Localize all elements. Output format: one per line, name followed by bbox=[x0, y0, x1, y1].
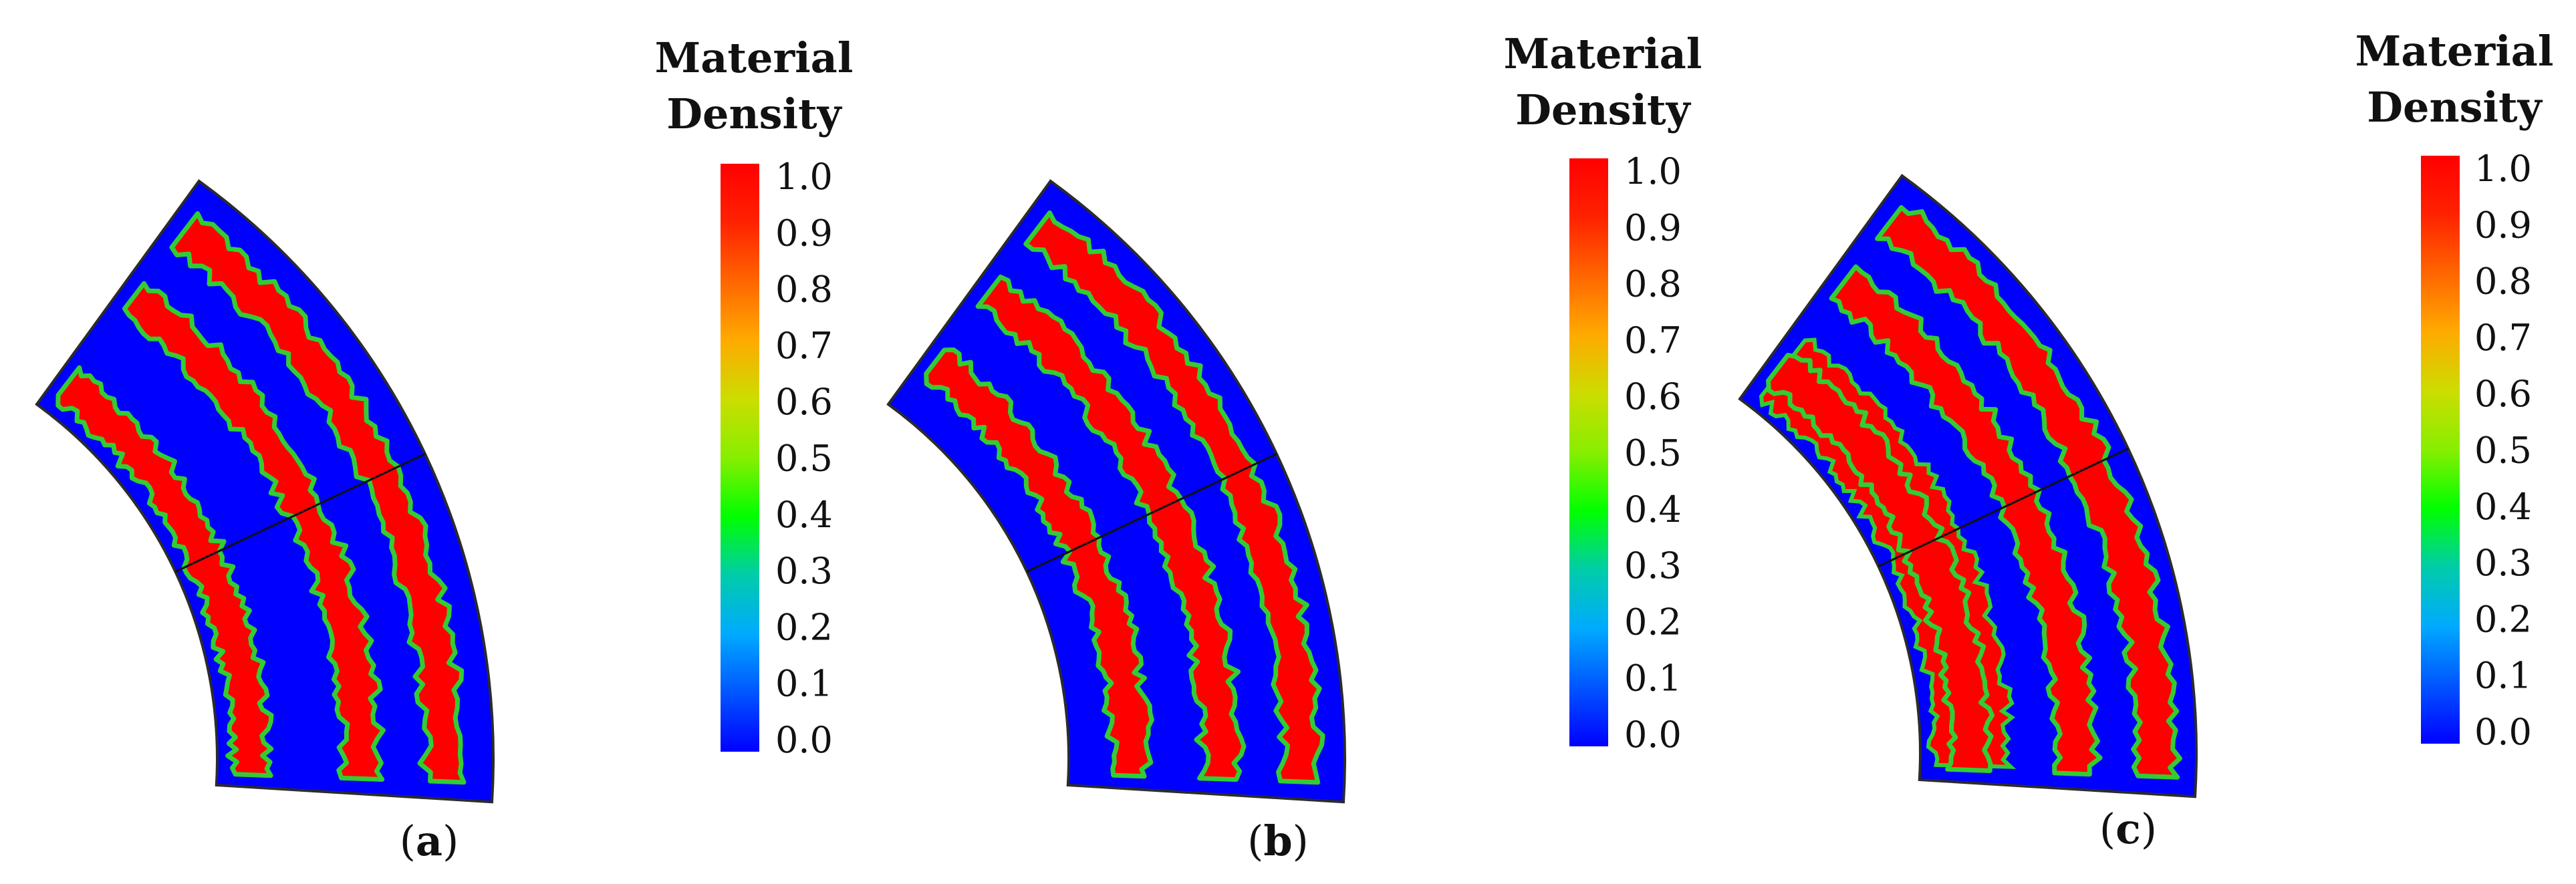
panel-b-caption-close: ) bbox=[1293, 817, 1309, 865]
panel-a-caption: (a) bbox=[400, 817, 459, 865]
solid-band bbox=[1023, 210, 1325, 785]
sector-outline bbox=[886, 179, 1346, 804]
solid-band bbox=[122, 281, 386, 782]
sector-void-region bbox=[888, 180, 1345, 802]
sector-outline bbox=[35, 179, 495, 804]
panel-a-legend-title-line2: Density bbox=[666, 90, 842, 138]
colorbar-tick-label: 0.2 bbox=[1624, 601, 1682, 643]
panel-b-caption: (b) bbox=[1247, 817, 1309, 865]
colorbar-tick-label: 1.0 bbox=[2474, 148, 2532, 190]
colorbar-tick-label: 0.3 bbox=[1624, 545, 1682, 587]
panel-b: Material Density 1.0 0.9 0.8 0.7 0.6 0.5 0.4 0.… bbox=[886, 29, 1702, 865]
colorbar-tick-label: 0.0 bbox=[2474, 711, 2532, 753]
panel-c: Material Density 1.0 0.9 0.8 0.7 0.6 0.5 0.4 0.… bbox=[1738, 27, 2554, 853]
sector-outline bbox=[1738, 174, 2198, 798]
colorbar-tick-label: 0.0 bbox=[775, 719, 833, 761]
solid-band bbox=[975, 275, 1247, 782]
colorbar-tick-label: 0.1 bbox=[775, 663, 833, 705]
sector-void-region bbox=[1739, 175, 2196, 797]
panel-c-legend-title-line1: Material bbox=[2355, 27, 2554, 76]
panel-b-legend-title-line2: Density bbox=[1515, 86, 1691, 134]
panel-a-legend-title-line1: Material bbox=[655, 33, 854, 82]
colorbar-tick-label: 0.4 bbox=[2474, 486, 2532, 528]
panel-c-colorbar-ticks: 1.0 0.9 0.8 0.7 0.6 0.5 0.4 0.3 0.2 0.1 0.0 bbox=[2474, 148, 2532, 753]
colorbar-tick-label: 1.0 bbox=[1624, 150, 1682, 192]
colorbar-tick-label: 0.2 bbox=[2474, 598, 2532, 640]
colorbar-tick-label: 0.9 bbox=[775, 212, 833, 254]
colorbar-tick-label: 0.6 bbox=[2474, 373, 2532, 415]
colorbar-tick-label: 0.4 bbox=[775, 494, 833, 536]
sector-divider-line bbox=[1026, 453, 1277, 573]
panel-b-colorbar-ticks: 1.0 0.9 0.8 0.7 0.6 0.5 0.4 0.3 0.2 0.1 0.0 bbox=[1624, 150, 1682, 756]
solid-band bbox=[1829, 264, 2103, 777]
panel-b-legend-title-line1: Material bbox=[1504, 29, 1702, 78]
panel-b-caption-open: ( bbox=[1247, 817, 1263, 865]
colorbar-tick-label: 0.3 bbox=[2474, 542, 2532, 584]
solid-band bbox=[924, 347, 1154, 779]
panel-b-colorbar bbox=[1569, 158, 1608, 746]
panel-b-legend: Material Density 1.0 0.9 0.8 0.7 0.6 0.5 0.4 0.… bbox=[1504, 29, 1702, 756]
colorbar-tick-label: 0.8 bbox=[1624, 263, 1682, 305]
colorbar-tick-label: 0.8 bbox=[2474, 261, 2532, 303]
colorbar-tick-label: 0.7 bbox=[775, 325, 833, 367]
panel-c-colorbar bbox=[2421, 156, 2460, 744]
colorbar-tick-label: 0.8 bbox=[775, 269, 833, 311]
colorbar-tick-label: 0.4 bbox=[1624, 488, 1682, 531]
sector-divider-line bbox=[174, 453, 426, 573]
panel-a-legend: Material Density 1.0 0.9 0.8 0.7 0.6 0.5 0.4 0.… bbox=[655, 33, 854, 761]
colorbar-tick-label: 0.7 bbox=[2474, 317, 2532, 359]
panel-b-caption-label: b bbox=[1263, 817, 1292, 865]
panel-a-colorbar-ticks: 1.0 0.9 0.8 0.7 0.6 0.5 0.4 0.3 0.2 0.1 0.0 bbox=[775, 156, 833, 761]
colorbar-tick-label: 0.5 bbox=[775, 438, 833, 480]
solid-band bbox=[169, 211, 467, 785]
panel-a-sector bbox=[35, 179, 495, 804]
panel-c-caption: (c) bbox=[2099, 804, 2157, 853]
panel-c-caption-label: c bbox=[2115, 804, 2141, 853]
panel-a-caption-label: a bbox=[416, 817, 442, 865]
colorbar-tick-label: 0.9 bbox=[2474, 204, 2532, 246]
colorbar-tick-label: 0.1 bbox=[2474, 655, 2532, 697]
colorbar-tick-label: 0.2 bbox=[775, 606, 833, 648]
panel-a-caption-close: ) bbox=[442, 817, 459, 865]
panel-c-legend: Material Density 1.0 0.9 0.8 0.7 0.6 0.5 0.4 0.… bbox=[2355, 27, 2554, 753]
panel-a-colorbar bbox=[721, 164, 759, 752]
panel-c-sector bbox=[1738, 174, 2198, 798]
solid-band bbox=[55, 365, 274, 778]
panel-a: Material Density 1.0 0.9 0.8 0.7 0.6 0.5 0.4 0.… bbox=[35, 33, 854, 865]
colorbar-tick-label: 0.1 bbox=[1624, 657, 1682, 700]
panel-c-legend-title-line2: Density bbox=[2367, 83, 2543, 132]
sector-divider-line bbox=[1878, 448, 2129, 567]
panel-c-caption-close: ) bbox=[2141, 804, 2157, 853]
panel-a-caption-open: ( bbox=[400, 817, 416, 865]
panel-b-sector bbox=[886, 179, 1346, 804]
colorbar-tick-label: 0.0 bbox=[1624, 714, 1682, 756]
solid-band bbox=[1875, 205, 2182, 780]
colorbar-tick-label: 0.6 bbox=[1624, 376, 1682, 418]
panel-c-caption-open: ( bbox=[2099, 804, 2115, 853]
colorbar-tick-label: 0.3 bbox=[775, 550, 833, 592]
colorbar-tick-label: 0.5 bbox=[1624, 432, 1682, 474]
solid-band bbox=[1766, 353, 1994, 773]
colorbar-tick-label: 0.9 bbox=[1624, 206, 1682, 249]
colorbar-tick-label: 0.7 bbox=[1624, 319, 1682, 361]
colorbar-tick-label: 0.5 bbox=[2474, 430, 2532, 472]
colorbar-tick-label: 1.0 bbox=[775, 156, 833, 198]
colorbar-tick-label: 0.6 bbox=[775, 381, 833, 423]
